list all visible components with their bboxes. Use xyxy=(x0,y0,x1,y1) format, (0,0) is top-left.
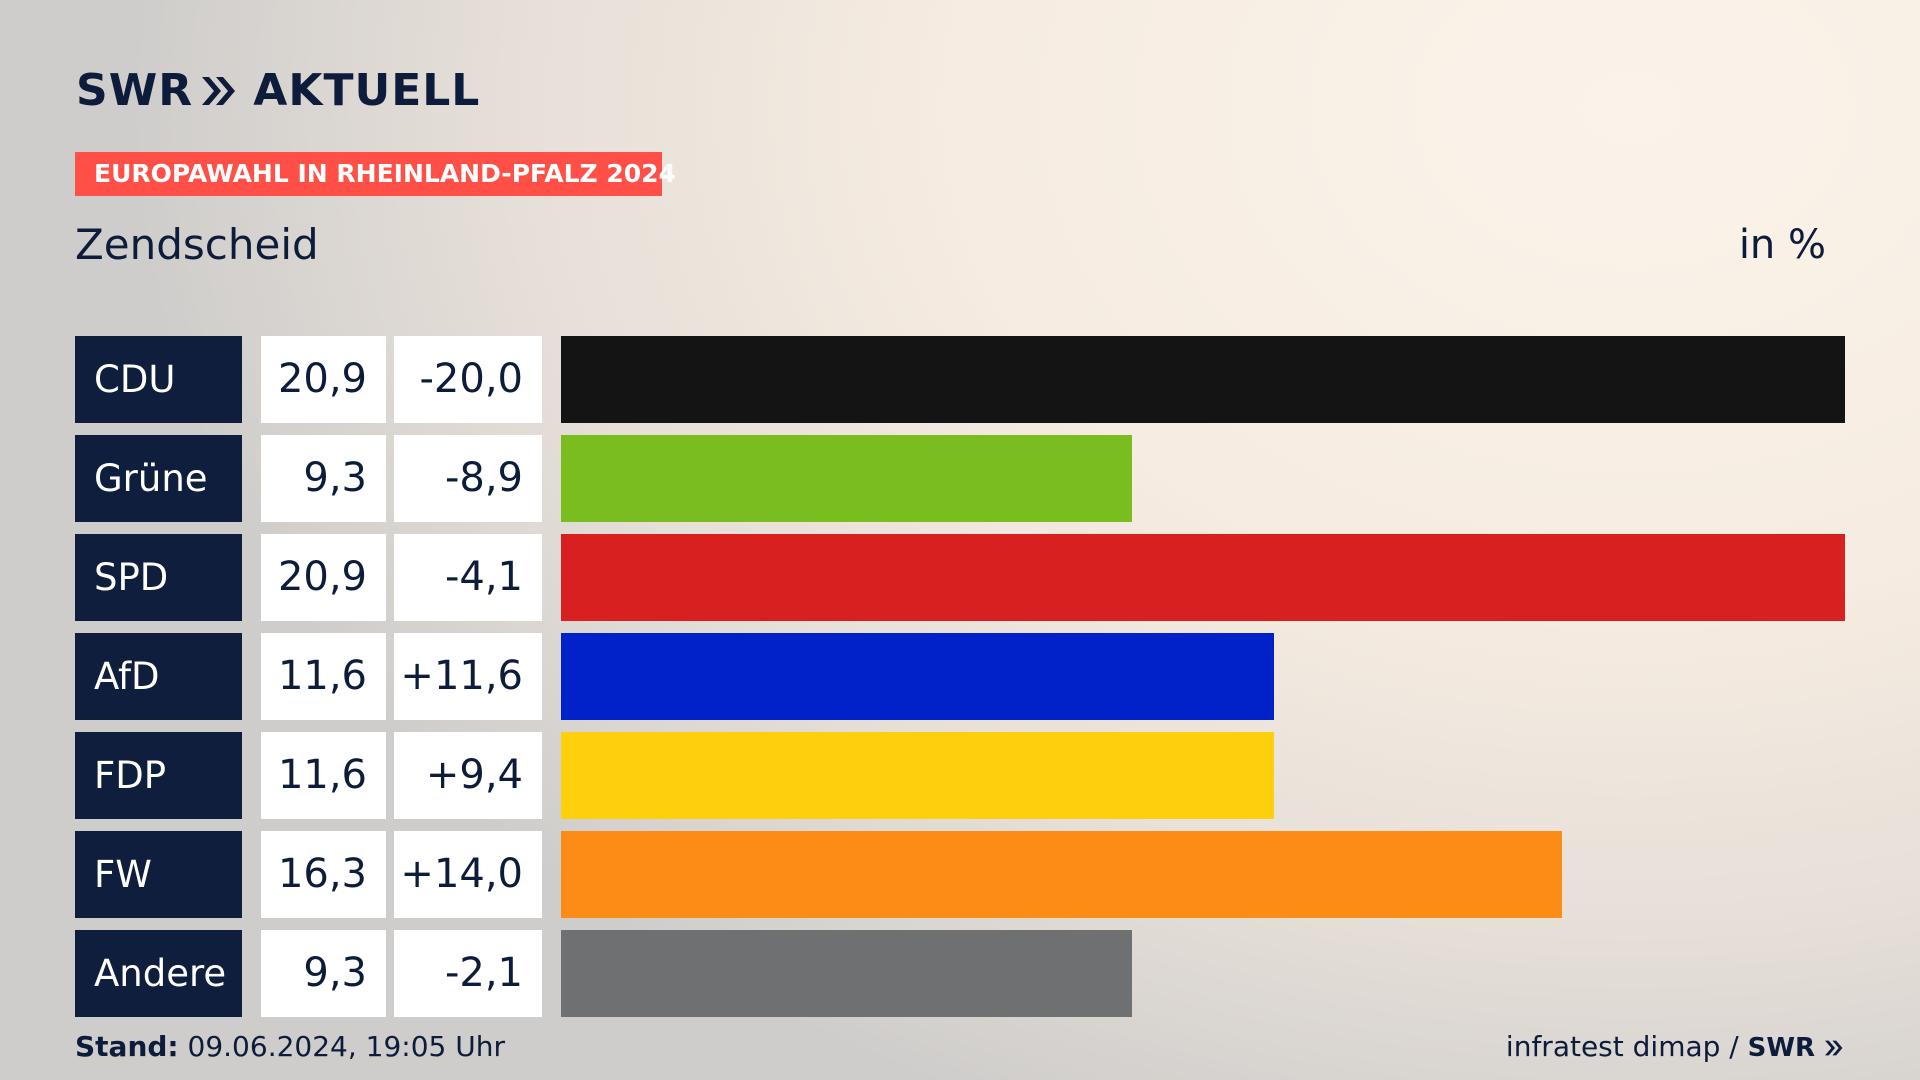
vote-bar xyxy=(561,336,1845,423)
vote-share-value: 9,3 xyxy=(261,930,386,1017)
swr-aktuell-logo: SWR AKTUELL xyxy=(76,66,480,116)
unit-label: in % xyxy=(1738,222,1826,268)
vote-change-value: -4,1 xyxy=(394,534,542,621)
vote-change-value: -8,9 xyxy=(394,435,542,522)
result-row: AfD 11,6 +11,6 xyxy=(75,633,1845,720)
party-label: CDU xyxy=(75,336,242,423)
timestamp: Stand: 09.06.2024, 19:05 Uhr xyxy=(75,1030,505,1063)
municipality-title: Zendscheid xyxy=(75,220,319,269)
vote-bar xyxy=(561,732,1274,819)
source-brand: SWR xyxy=(1747,1033,1816,1063)
swr-logo-text: SWR xyxy=(76,65,194,116)
vote-change-value: +9,4 xyxy=(394,732,542,819)
vote-change-value: +11,6 xyxy=(394,633,542,720)
vote-share-value: 20,9 xyxy=(261,534,386,621)
result-row: SPD 20,9 -4,1 xyxy=(75,534,1845,621)
double-chevron-icon xyxy=(202,77,236,105)
result-row: FDP 11,6 +9,4 xyxy=(75,732,1845,819)
stand-value: 09.06.2024, 19:05 Uhr xyxy=(187,1030,505,1063)
election-banner: EUROPAWAHL IN RHEINLAND-PFALZ 2024 xyxy=(75,152,676,196)
vote-bar xyxy=(561,930,1132,1017)
vote-share-value: 20,9 xyxy=(261,336,386,423)
vote-change-value: -20,0 xyxy=(394,336,542,423)
source-credit: infratest dimap / SWR xyxy=(1506,1030,1844,1063)
party-label: FW xyxy=(75,831,242,918)
party-label: FDP xyxy=(75,732,242,819)
vote-bar xyxy=(561,633,1274,720)
vote-bar xyxy=(561,831,1562,918)
vote-share-value: 11,6 xyxy=(261,633,386,720)
result-row: CDU 20,9 -20,0 xyxy=(75,336,1845,423)
vote-share-value: 11,6 xyxy=(261,732,386,819)
source-text: infratest dimap / xyxy=(1505,1030,1739,1063)
party-label: SPD xyxy=(75,534,242,621)
party-label: Grüne xyxy=(75,435,242,522)
party-label: AfD xyxy=(75,633,242,720)
result-row: Andere 9,3 -2,1 xyxy=(75,930,1845,1017)
party-label: Andere xyxy=(75,930,242,1017)
vote-share-value: 9,3 xyxy=(261,435,386,522)
vote-bar xyxy=(561,534,1845,621)
result-row: FW 16,3 +14,0 xyxy=(75,831,1845,918)
vote-change-value: -2,1 xyxy=(394,930,542,1017)
vote-change-value: +14,0 xyxy=(394,831,542,918)
stand-label: Stand: xyxy=(75,1030,179,1063)
double-chevron-icon xyxy=(1825,1040,1843,1056)
vote-bar xyxy=(561,435,1132,522)
vote-share-value: 16,3 xyxy=(261,831,386,918)
aktuell-logo-text: AKTUELL xyxy=(253,65,481,116)
result-row: Grüne 9,3 -8,9 xyxy=(75,435,1845,522)
